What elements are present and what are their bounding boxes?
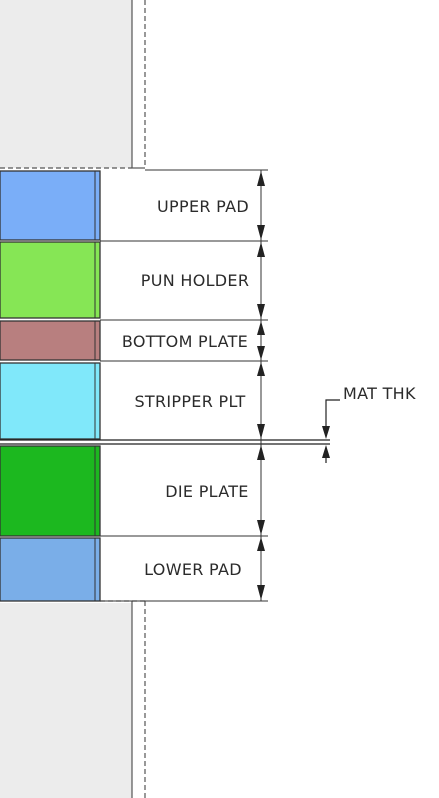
label-bottom-plate: BOTTOM PLATE [122, 332, 248, 351]
pun-holder-plate [0, 241, 101, 319]
upper-shoe [0, 0, 146, 169]
label-lower-pad: LOWER PAD [144, 560, 242, 579]
extension-lines [100, 169, 268, 602]
die-plate [0, 445, 101, 537]
lower-pad-plate [0, 537, 101, 602]
label-mat-thk: MAT THK [343, 384, 416, 403]
bottom-plate [0, 320, 101, 361]
mat-thk-leader [325, 399, 340, 463]
label-stripper-plt: STRIPPER PLT [134, 392, 245, 411]
upper-pad-plate [0, 170, 101, 241]
label-upper-pad: UPPER PAD [157, 197, 249, 216]
lower-shoe [0, 600, 146, 798]
label-die-plate: DIE PLATE [165, 482, 248, 501]
stripper-plt-plate [0, 362, 101, 440]
label-pun-holder: PUN HOLDER [141, 271, 250, 290]
dimension-arrows [257, 171, 330, 600]
material-strip [0, 439, 330, 445]
